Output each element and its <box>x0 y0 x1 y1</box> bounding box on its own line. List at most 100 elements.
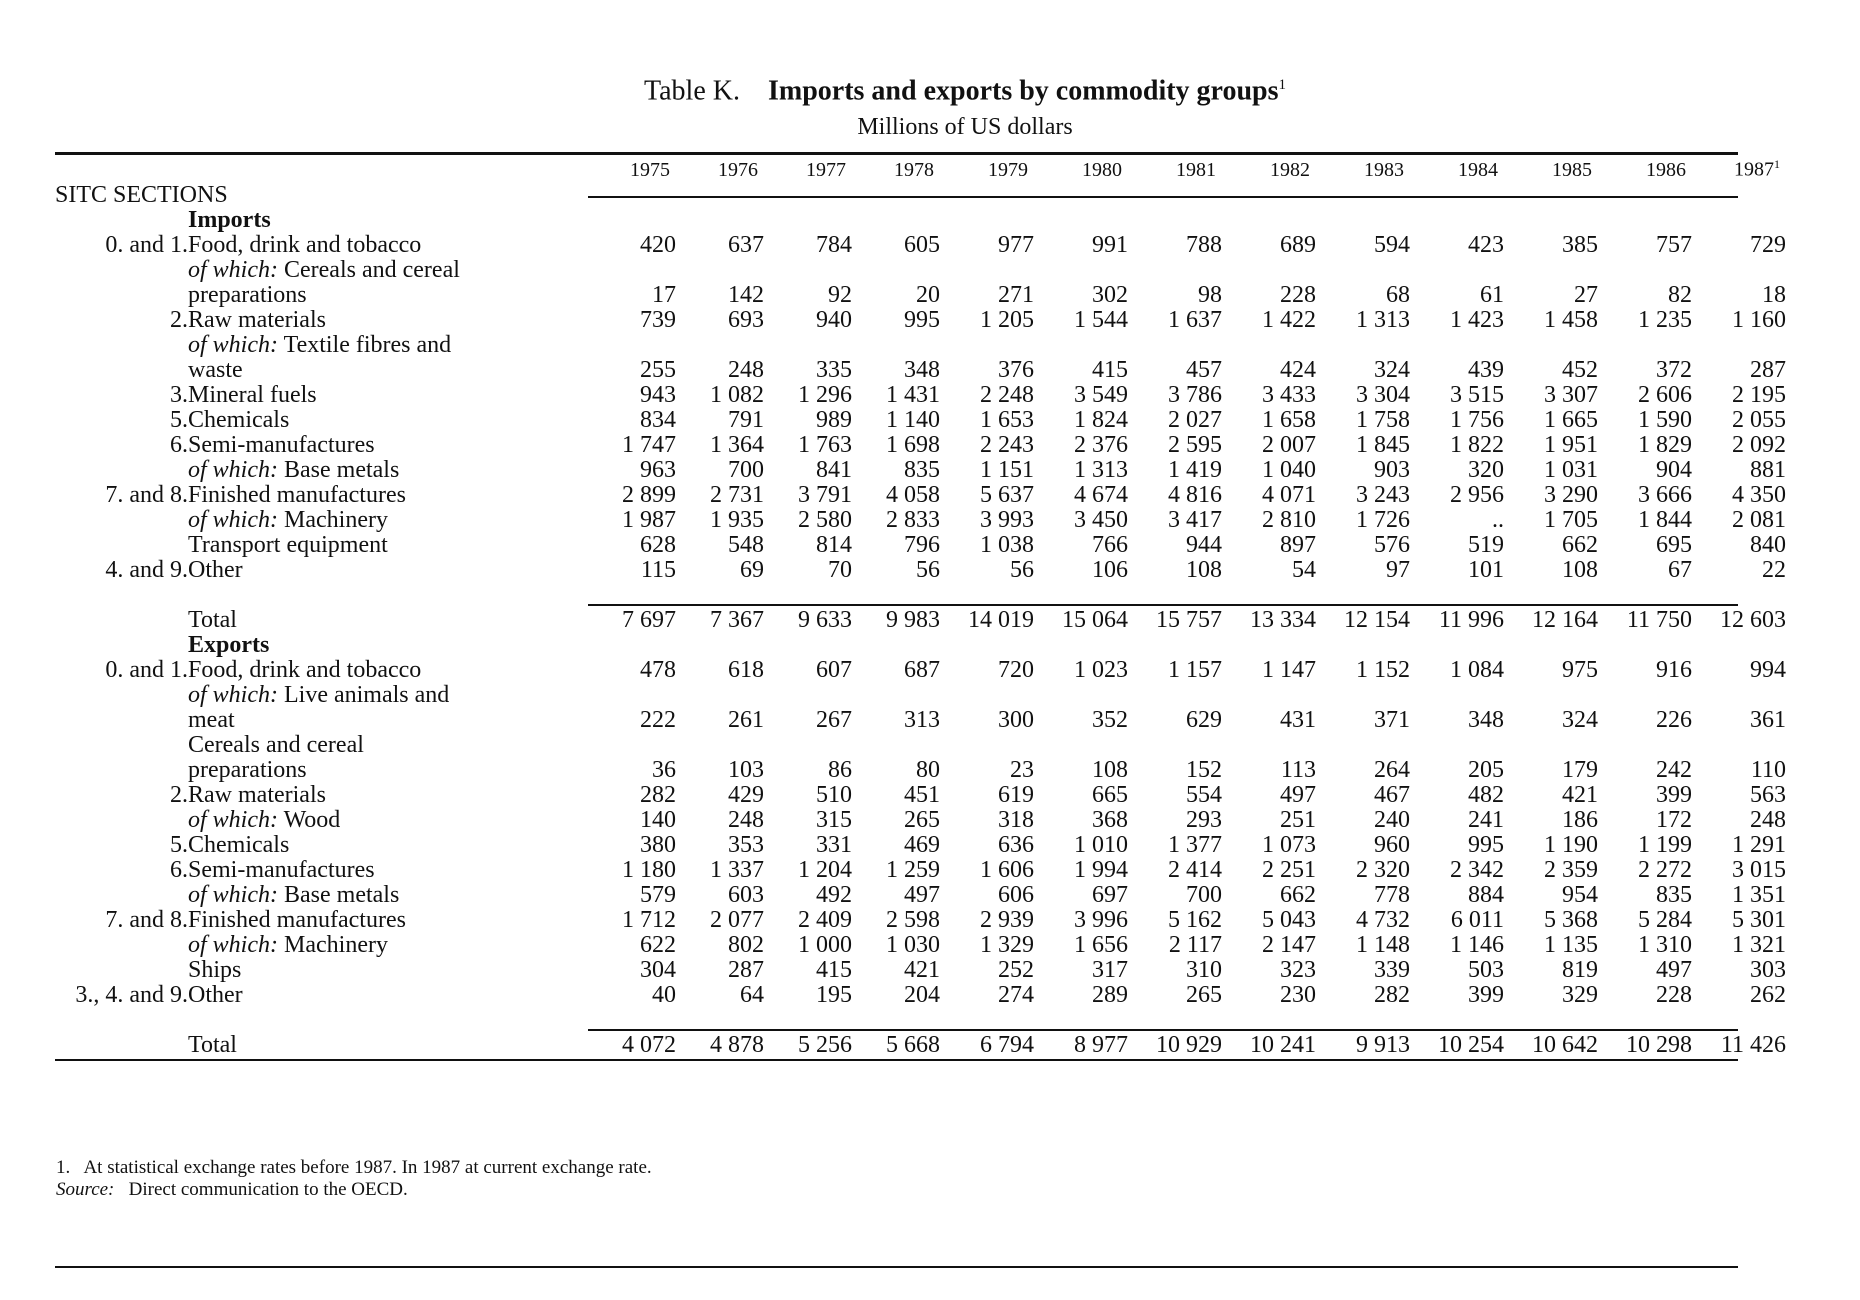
empty-cell <box>940 258 1034 283</box>
value-cell: 2 833 <box>886 506 940 533</box>
row-label-text: Food, drink and tobacco <box>188 231 422 258</box>
value-cell: 2 409 <box>798 906 852 933</box>
value-cell: 739 <box>640 306 676 333</box>
exports-row: of which: Wood 140 248 315 265 318 368 293 251 24… <box>55 806 1786 833</box>
value-cell: 304 <box>640 956 676 983</box>
value-cell: 497 <box>1280 781 1316 808</box>
value-cell: 5 668 <box>886 1031 940 1058</box>
empty-cell <box>1222 183 1316 208</box>
row-label: Semi-manufactures <box>188 857 588 883</box>
sitc-code: 6. <box>170 431 188 458</box>
empty-cell <box>852 683 940 708</box>
row-label: of which: Textile fibres and <box>188 331 588 358</box>
empty-cell <box>676 733 764 758</box>
row-label-continuation: preparations <box>188 756 307 783</box>
value-cell: 7 367 <box>710 606 764 633</box>
year-1979: 1979 <box>988 158 1028 181</box>
sitc-code: 7. and 8. <box>105 481 188 508</box>
value-cell: 548 <box>728 531 764 558</box>
value-cell: 348 <box>1468 706 1504 733</box>
exports-heading: Exports <box>188 631 270 658</box>
value-cell: 1 038 <box>980 531 1034 558</box>
exports-heading-row: Exports <box>55 631 1786 658</box>
section-heading-row: SITC SECTIONS <box>55 182 1786 208</box>
empty-cell <box>1222 208 1316 233</box>
value-cell: 2 272 <box>1638 856 1692 883</box>
of-which-prefix: of which: <box>188 331 278 358</box>
of-which-prefix: of which: <box>188 681 278 708</box>
value-cell: 1 160 <box>1732 306 1786 333</box>
value-cell: 4 072 <box>622 1031 676 1058</box>
value-cell: 3 433 <box>1262 381 1316 408</box>
value-cell: 5 043 <box>1262 906 1316 933</box>
value-cell: 36 <box>652 756 676 783</box>
value-cell: 23 <box>1010 756 1034 783</box>
value-cell: 2 007 <box>1262 431 1316 458</box>
value-cell: 7 697 <box>622 606 676 633</box>
empty-cell <box>1034 683 1128 708</box>
sitc-code: 5. <box>170 406 188 433</box>
value-cell: 287 <box>728 956 764 983</box>
empty-cell <box>940 333 1034 358</box>
value-cell: 385 <box>1562 231 1598 258</box>
value-cell: 1 148 <box>1356 931 1410 958</box>
value-cell: 814 <box>816 531 852 558</box>
empty-cell <box>1222 333 1316 358</box>
value-cell: 3 290 <box>1544 481 1598 508</box>
imports-row: 3. Mineral fuels 943 1 082 1 296 1 431 2 248 3 … <box>55 381 1786 408</box>
empty-cell <box>1598 683 1692 708</box>
exports-row: Cereals and cereal <box>55 732 1786 758</box>
bottom-rule <box>55 1266 1738 1268</box>
exports-row-continuation: meat 222 261 267 313 300 352 629 431 371 348 324 226… <box>55 706 1786 733</box>
units-subtitle: Millions of US dollars <box>857 114 1073 141</box>
value-cell: 1 758 <box>1356 406 1410 433</box>
imports-row: of which: Machinery 1 987 1 935 2 580 2 833 3… <box>55 506 1786 533</box>
value-cell: 835 <box>904 456 940 483</box>
value-cell: 172 <box>1656 806 1692 833</box>
value-cell: 6 011 <box>1450 906 1504 933</box>
value-cell: 264 <box>1374 756 1410 783</box>
value-cell: 1 082 <box>710 381 764 408</box>
row-label-continuation: waste <box>188 356 243 383</box>
value-cell: 86 <box>828 756 852 783</box>
empty-cell <box>55 883 188 908</box>
value-cell: 1 205 <box>980 306 1034 333</box>
empty-cell <box>55 583 188 608</box>
empty-cell <box>55 258 188 283</box>
sitc-code: 0. and 1. <box>105 231 188 258</box>
value-cell: 300 <box>998 706 1034 733</box>
source-label: Source: <box>56 1179 115 1200</box>
value-cell: 2 055 <box>1732 406 1786 433</box>
value-cell: 2 243 <box>980 431 1034 458</box>
value-cell: 2 320 <box>1356 856 1410 883</box>
value-cell: 3 015 <box>1732 856 1786 883</box>
exports-row: of which: Base metals 579 603 492 497 606 697 7… <box>55 882 1786 908</box>
footnote-1: 1. At statistical exchange rates before … <box>56 1157 652 1179</box>
empty-cell <box>1316 333 1410 358</box>
value-cell: 5 284 <box>1638 906 1692 933</box>
empty-cell <box>1410 183 1504 208</box>
imports-heading-row: Imports <box>55 207 1786 233</box>
value-cell: 960 <box>1374 831 1410 858</box>
row-label-text: Cereals and cereal <box>284 256 460 283</box>
imports-row: Transport equipment 628 548 814 796 1 038 766 9… <box>55 531 1786 558</box>
value-cell: 1 951 <box>1544 431 1598 458</box>
value-cell: 1 726 <box>1356 506 1410 533</box>
value-cell: 1 204 <box>798 856 852 883</box>
value-cell: 40 <box>652 981 676 1008</box>
value-cell: 1 084 <box>1450 656 1504 683</box>
empty-cell <box>55 508 188 533</box>
value-cell: 3 307 <box>1544 381 1598 408</box>
value-cell: 1 010 <box>1074 831 1128 858</box>
value-cell: 1 235 <box>1638 306 1692 333</box>
imports-row: 0. and 1. Food, drink and tobacco 420 637 78… <box>55 231 1786 258</box>
value-cell: 4 071 <box>1262 481 1316 508</box>
empty-cell <box>55 533 188 558</box>
value-cell: 289 <box>1092 981 1128 1008</box>
value-cell: 242 <box>1656 756 1692 783</box>
value-cell: 352 <box>1092 706 1128 733</box>
empty-cell <box>1316 733 1410 758</box>
value-cell: 1 146 <box>1450 931 1504 958</box>
value-cell: 282 <box>640 781 676 808</box>
value-cell: 689 <box>1280 231 1316 258</box>
